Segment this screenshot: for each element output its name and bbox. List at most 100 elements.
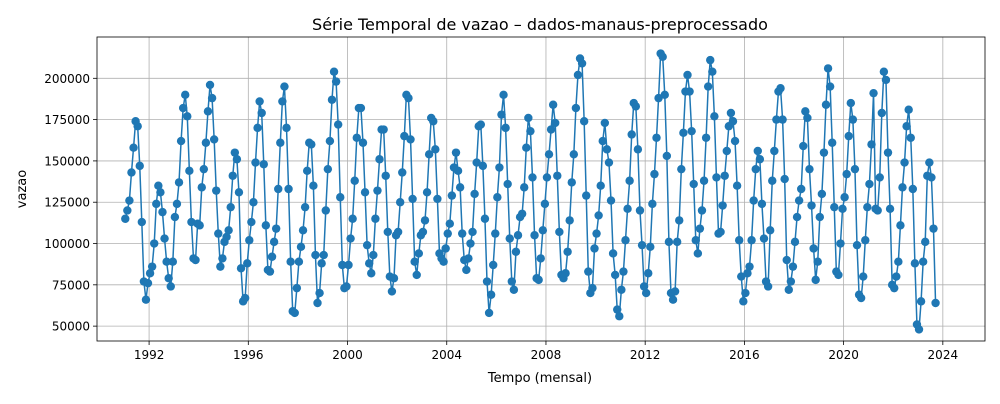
data-point	[453, 166, 463, 176]
data-point	[788, 262, 798, 271]
data-point	[706, 55, 715, 65]
data-point	[127, 168, 136, 177]
data-point	[801, 107, 810, 116]
data-point	[670, 287, 680, 296]
data-point	[890, 283, 899, 293]
data-point	[914, 325, 924, 334]
data-point	[183, 112, 192, 121]
data-point	[745, 262, 754, 271]
data-point	[683, 70, 692, 80]
data-point	[819, 148, 829, 157]
data-point	[395, 198, 405, 207]
x-tick-label: 1992	[134, 348, 165, 362]
data-point	[710, 112, 719, 121]
data-point	[222, 232, 231, 242]
data-point	[571, 103, 581, 113]
data-point	[648, 199, 657, 209]
y-tick-label: 175000	[44, 113, 90, 127]
data-point	[600, 118, 610, 128]
data-point	[641, 288, 651, 298]
data-point	[594, 211, 603, 220]
data-point	[181, 90, 190, 100]
data-point	[896, 221, 905, 230]
data-point	[885, 204, 895, 214]
data-point	[360, 188, 370, 197]
data-point	[290, 308, 299, 318]
data-point	[480, 214, 490, 223]
y-tick-label: 100000	[44, 237, 90, 251]
data-point	[786, 277, 796, 286]
x-tick-label: 2024	[928, 348, 959, 362]
data-point	[569, 150, 579, 159]
data-point	[817, 189, 827, 199]
data-point	[501, 123, 510, 133]
data-point	[846, 98, 856, 108]
data-point	[720, 171, 729, 180]
data-point	[445, 219, 454, 228]
data-point	[356, 103, 366, 113]
data-point	[621, 236, 630, 245]
data-point	[867, 140, 876, 149]
data-point	[284, 184, 293, 194]
data-point	[197, 183, 206, 192]
data-point	[381, 171, 390, 180]
data-point	[695, 224, 705, 233]
x-tick-label: 2016	[729, 348, 760, 362]
data-point	[410, 257, 419, 266]
data-point	[470, 189, 479, 199]
data-point	[548, 100, 558, 109]
data-point	[588, 283, 597, 293]
data-point	[199, 164, 209, 174]
data-point	[398, 168, 407, 177]
data-point	[522, 143, 531, 152]
data-point	[675, 216, 684, 225]
data-point	[234, 188, 244, 197]
data-point	[842, 169, 851, 179]
data-point	[319, 250, 328, 260]
data-point	[921, 237, 930, 247]
data-point	[875, 173, 884, 182]
data-point	[790, 237, 800, 247]
data-point	[821, 100, 831, 109]
data-point	[338, 260, 347, 270]
data-point	[342, 282, 351, 291]
data-point	[540, 199, 550, 209]
data-point	[538, 226, 548, 235]
data-point	[927, 173, 936, 182]
data-point	[135, 161, 144, 171]
data-point	[236, 264, 246, 273]
data-point	[150, 239, 159, 248]
chart-title: Série Temporal de vazao – dados-manaus-p…	[312, 15, 768, 34]
data-point	[803, 113, 812, 123]
data-point	[859, 272, 868, 281]
data-point	[484, 308, 494, 318]
data-point	[664, 237, 674, 247]
data-point	[563, 247, 572, 256]
data-point	[329, 67, 339, 76]
data-point	[883, 148, 893, 157]
data-point	[863, 202, 872, 212]
data-point	[844, 131, 853, 141]
data-point	[191, 255, 200, 265]
data-point	[691, 236, 700, 245]
data-point	[424, 150, 434, 159]
data-point	[850, 164, 860, 174]
data-point	[546, 125, 556, 134]
data-point	[811, 275, 820, 285]
y-axis-label: vazao	[15, 170, 30, 208]
data-point	[852, 240, 862, 250]
data-point	[261, 221, 271, 230]
data-point	[677, 164, 686, 174]
data-point	[881, 75, 891, 85]
data-point	[278, 97, 287, 106]
data-point	[631, 102, 641, 111]
data-point	[815, 212, 824, 222]
data-point	[166, 282, 175, 291]
data-point	[447, 191, 457, 200]
data-point	[482, 277, 492, 286]
data-point	[439, 257, 448, 266]
data-point	[280, 82, 289, 91]
data-point	[520, 183, 529, 192]
data-point	[625, 176, 634, 185]
data-point	[639, 282, 649, 291]
